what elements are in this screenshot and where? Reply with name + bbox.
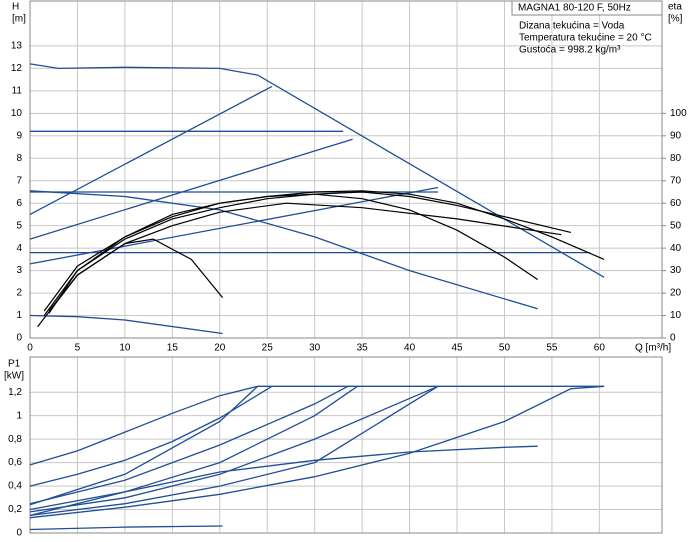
x-tick-label: 0 [27, 343, 33, 354]
x-tick-label: 35 [357, 343, 369, 354]
curve [43, 190, 605, 312]
curve [29, 85, 273, 215]
y2-axis-label: eta [668, 2, 682, 13]
y-tick-label: 0,6 [8, 457, 22, 468]
y-tick-label: 0,4 [8, 481, 22, 492]
annotation: Dizana tekućina = Voda [519, 21, 625, 32]
y-tick-label: 9 [16, 130, 22, 141]
y-tick-label: 4 [16, 243, 22, 254]
curve [29, 385, 605, 519]
curve [29, 138, 353, 240]
y-tick-label: 0,8 [8, 434, 22, 445]
y2-axis-unit: [%] [668, 14, 683, 25]
x-tick-label: 10 [119, 343, 131, 354]
y-tick-label: 7 [16, 175, 22, 186]
curve [29, 63, 605, 278]
x-tick-label: 20 [214, 343, 226, 354]
x-tick-label: 60 [594, 343, 606, 354]
curve [29, 385, 259, 506]
y-tick-label: 3 [16, 265, 22, 276]
x-tick-label: 5 [75, 343, 81, 354]
x-tick-label: 55 [546, 343, 558, 354]
y-tick-label: 0 [16, 528, 22, 539]
y-tick-label: 0 [16, 333, 22, 344]
plot-frame [29, 0, 663, 339]
y-tick-label: 6 [16, 198, 22, 209]
annotation: Temperatura tekućine = 20 °C [519, 33, 652, 44]
curve [29, 385, 358, 511]
y2-tick-label: 10 [670, 310, 682, 321]
y2-tick-label: 20 [670, 288, 682, 299]
curve [29, 445, 538, 517]
y2-tick-label: 100 [670, 108, 687, 119]
chart-title: MAGNA1 80-120 F, 50Hz [518, 3, 631, 14]
plot-frame [29, 356, 663, 534]
y-tick-label: 2 [16, 288, 22, 299]
y-tick-label: 10 [11, 108, 23, 119]
curve [29, 385, 439, 517]
y2-tick-label: 60 [670, 198, 682, 209]
y2-tick-label: 80 [670, 153, 682, 164]
annotation: Gustoća = 998.2 kg/m³ [519, 45, 621, 56]
curve [29, 385, 349, 505]
y2-tick-label: 0 [670, 333, 676, 344]
curve [29, 190, 538, 310]
y-tick-label: 8 [16, 153, 22, 164]
curve [29, 385, 439, 513]
curve [29, 314, 223, 335]
y-tick-label: 5 [16, 220, 22, 231]
x-tick-label: 50 [499, 343, 511, 354]
y-axis-label: P1 [8, 359, 21, 370]
x-tick-label: 45 [451, 343, 463, 354]
curve [29, 385, 605, 466]
x-tick-label: 15 [167, 343, 179, 354]
y-tick-label: 1 [16, 410, 22, 421]
y2-tick-label: 90 [670, 130, 682, 141]
y2-tick-label: 30 [670, 265, 682, 276]
y2-tick-label: 40 [670, 243, 682, 254]
y-axis-unit: [kW] [4, 371, 24, 382]
y-tick-label: 13 [11, 41, 23, 52]
info-box [511, 0, 663, 16]
y2-tick-label: 70 [670, 175, 682, 186]
y2-tick-label: 50 [670, 220, 682, 231]
x-tick-label: 40 [404, 343, 416, 354]
y-tick-label: 1,2 [8, 387, 22, 398]
y-tick-label: 11 [12, 86, 23, 97]
x-axis-label: Q [m³/h] [635, 343, 671, 354]
y-tick-label: 12 [11, 63, 23, 74]
y-tick-label: 0,2 [8, 504, 22, 515]
curve [48, 202, 562, 312]
curve [48, 191, 572, 314]
x-tick-label: 30 [309, 343, 321, 354]
curve [29, 525, 223, 531]
y-tick-label: 1 [16, 310, 22, 321]
y-axis-unit: [m] [12, 14, 26, 25]
y-axis-label: H [12, 2, 19, 13]
curve [43, 193, 539, 316]
x-tick-label: 25 [262, 343, 274, 354]
